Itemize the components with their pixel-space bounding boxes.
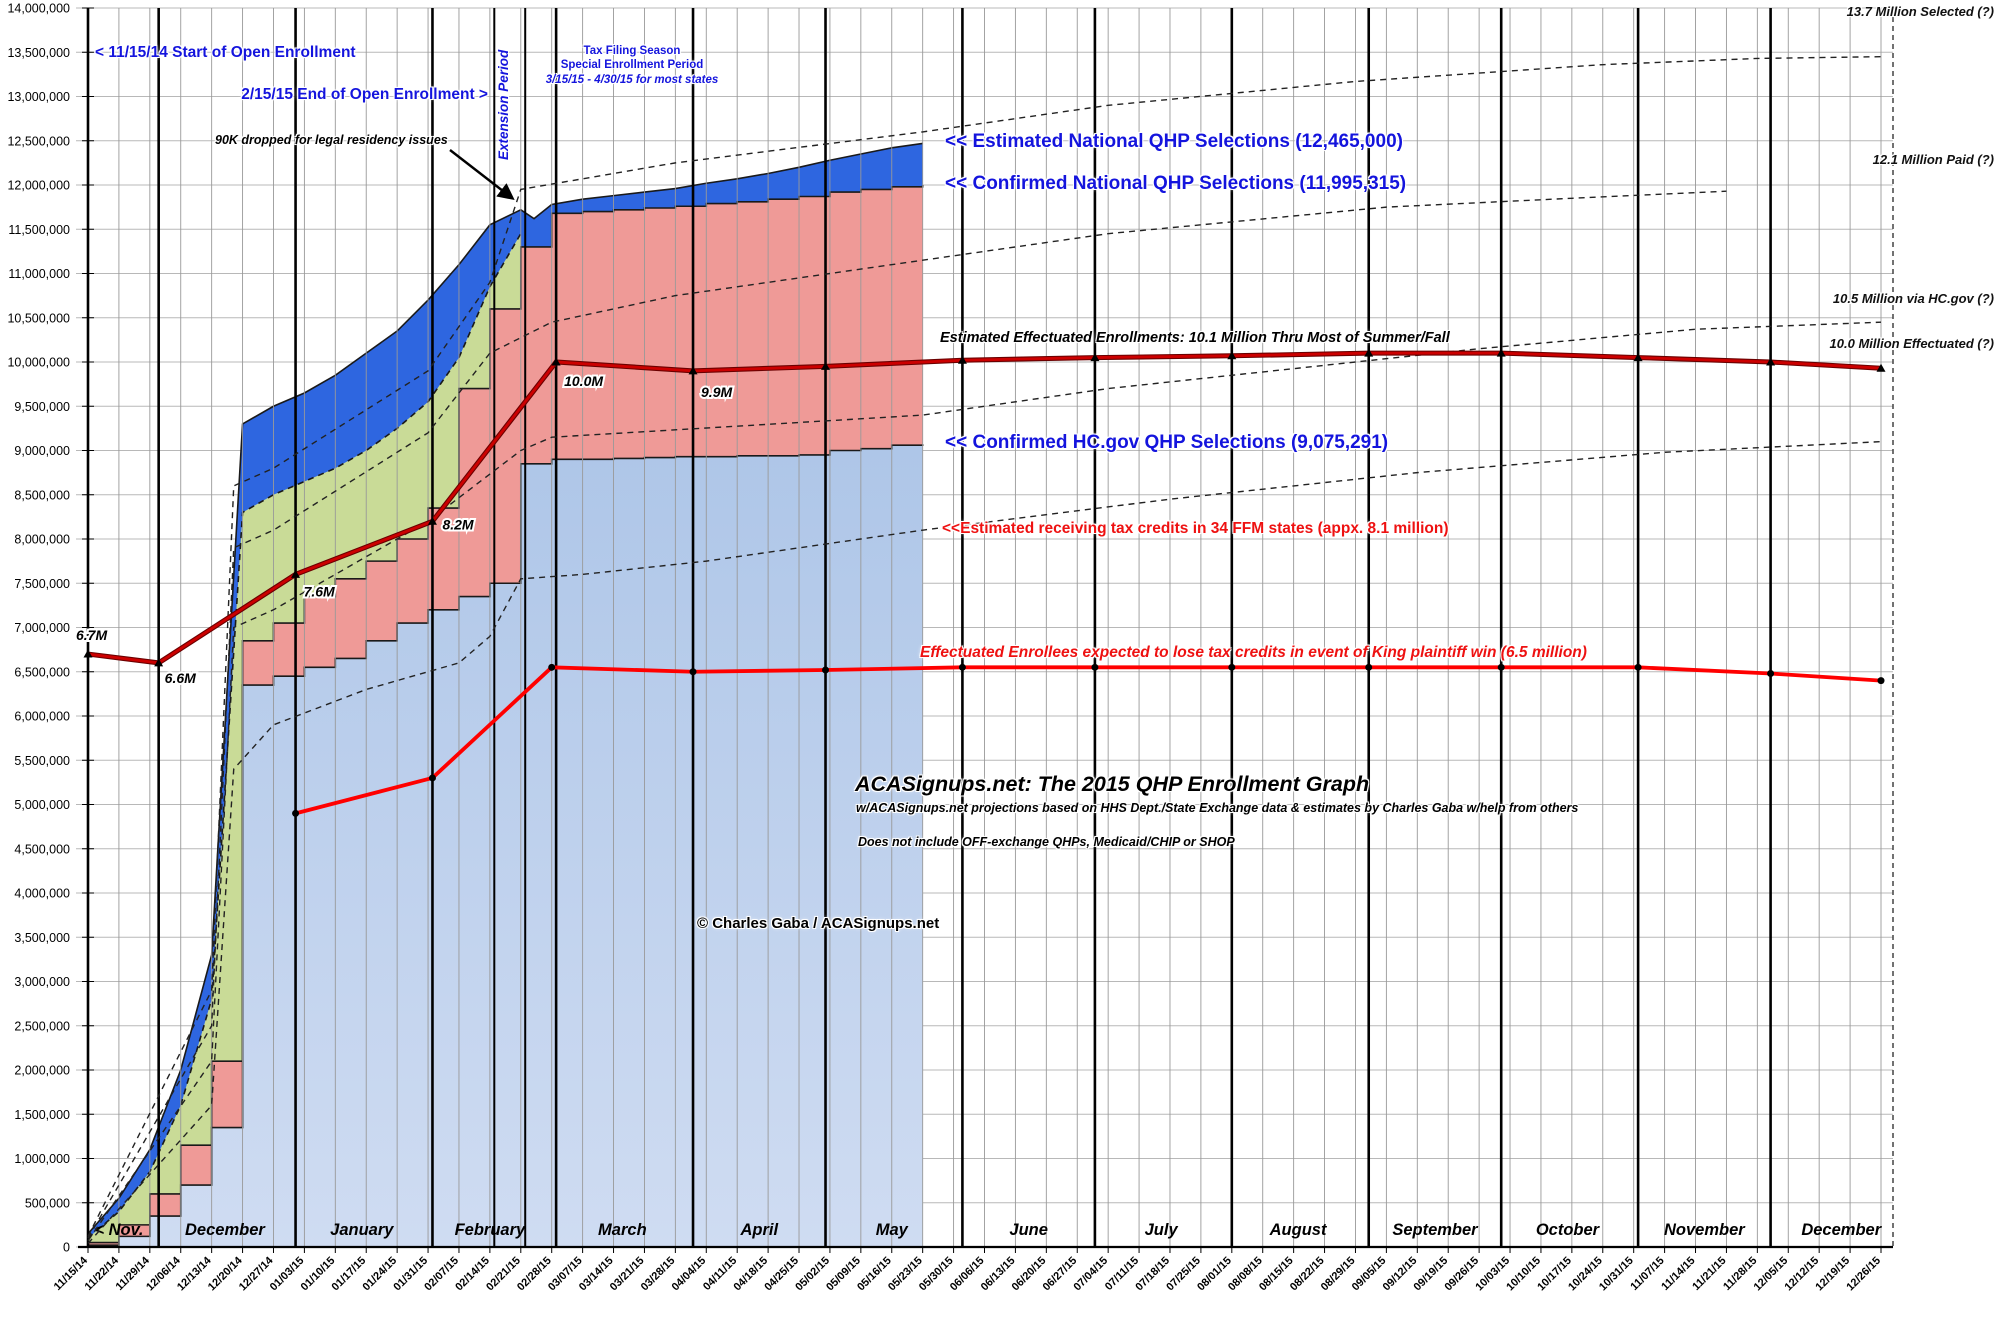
svg-text:13,000,000: 13,000,000 (7, 90, 70, 104)
svg-text:8,000,000: 8,000,000 (14, 533, 70, 547)
svg-text:October: October (1536, 1221, 1601, 1239)
svg-text:1,500,000: 1,500,000 (14, 1108, 70, 1122)
svg-text:May: May (876, 1221, 909, 1239)
svg-text:6.7M: 6.7M (76, 627, 107, 643)
svg-text:3,500,000: 3,500,000 (14, 931, 70, 945)
svg-text:8.2M: 8.2M (442, 516, 473, 532)
svg-text:12/26/15: 12/26/15 (1844, 1255, 1883, 1294)
svg-text:12,000,000: 12,000,000 (7, 179, 70, 193)
svg-text:8,500,000: 8,500,000 (14, 488, 70, 502)
svg-text:6,000,000: 6,000,000 (14, 710, 70, 724)
annotation-start-open-enrollment: < 11/15/14 Start of Open Enrollment (95, 44, 356, 61)
projection-projected-tax-credits (87, 440, 1882, 1244)
svg-text:1,000,000: 1,000,000 (14, 1152, 70, 1166)
dropped-arrow (449, 149, 515, 201)
svg-text:3,000,000: 3,000,000 (14, 975, 70, 989)
annotation-estimated-national: << Estimated National QHP Selections (12… (945, 131, 1403, 152)
line-king-plaintiff-risk (292, 663, 1885, 817)
svg-text:4,000,000: 4,000,000 (14, 887, 70, 901)
x-axis-date-labels: 11/15/1411/22/1411/29/1412/06/1412/13/14… (52, 1254, 1883, 1293)
svg-text:10,500,000: 10,500,000 (7, 311, 70, 325)
svg-text:November: November (1664, 1221, 1746, 1239)
svg-text:< Nov.: < Nov. (94, 1221, 143, 1239)
label-projected-selected: 13.7 Million Selected (?) (1846, 4, 1994, 19)
svg-text:11,500,000: 11,500,000 (8, 223, 70, 237)
svg-text:June: June (1009, 1221, 1048, 1239)
line-effectuated-enrollments: 6.7M 6.6M 7.6M 8.2M 10.0M 9.9M (74, 348, 1886, 688)
svg-text:12,500,000: 12,500,000 (7, 134, 70, 148)
svg-text:11,000,000: 11,000,000 (8, 267, 70, 281)
label-projected-paid: 12.1 Million Paid (?) (1872, 152, 1994, 167)
svg-text:6.6M: 6.6M (165, 670, 196, 686)
tax-filing-line2: Special Enrollment Period (560, 59, 704, 72)
svg-text:10.0M: 10.0M (564, 373, 603, 389)
week-gridlines (87, 8, 1882, 1247)
svg-text:500,000: 500,000 (25, 1196, 70, 1210)
svg-text:04/04/15: 04/04/15 (670, 1255, 709, 1294)
tax-filing-line3: 3/15/15 - 4/30/15 for most states (545, 73, 719, 86)
label-projected-hcgov: 10.5 Million via HC.gov (?) (1832, 291, 1994, 306)
chart-subtitle: w/ACASignups.net projections based on HH… (856, 801, 1579, 815)
svg-text:4,500,000: 4,500,000 (14, 842, 70, 856)
annotation-confirmed-national: << Confirmed National QHP Selections (11… (945, 173, 1407, 194)
annotation-tax-filing-season: Tax Filing Season Special Enrollment Per… (532, 44, 732, 87)
projection-projected-selected (87, 55, 1882, 1237)
annotation-effectuated-note: Estimated Effectuated Enrollments: 10.1 … (940, 330, 1450, 346)
svg-text:January: January (330, 1221, 394, 1239)
svg-text:13,500,000: 13,500,000 (7, 46, 70, 60)
svg-text:5,000,000: 5,000,000 (14, 798, 70, 812)
svg-text:7.6M: 7.6M (304, 583, 335, 599)
chart-copyright: © Charles Gaba / ACASignups.net (697, 915, 940, 932)
chart-title: ACASignups.net: The 2015 QHP Enrollment … (855, 772, 1370, 796)
svg-text:March: March (598, 1221, 647, 1239)
svg-text:9,000,000: 9,000,000 (14, 444, 70, 458)
svg-text:07/04/15: 07/04/15 (1072, 1255, 1111, 1294)
svg-text:10/31/15: 10/31/15 (1597, 1255, 1636, 1294)
svg-text:5,500,000: 5,500,000 (14, 754, 70, 768)
svg-text:7,500,000: 7,500,000 (14, 577, 70, 591)
svg-text:July: July (1145, 1221, 1179, 1239)
projection-projected-paid (87, 190, 1727, 1239)
label-projected-effectuated: 10.0 Million Effectuated (?) (1829, 336, 1994, 351)
annotation-end-open-enrollment: 2/15/15 End of Open Enrollment > (241, 86, 488, 103)
projection-projected-via-hcgov (87, 321, 1882, 1242)
svg-text:0: 0 (63, 1241, 70, 1255)
annotation-extension-period: Extension Period (496, 49, 511, 160)
svg-text:September: September (1392, 1221, 1479, 1239)
svg-text:December: December (185, 1221, 266, 1239)
svg-text:7,000,000: 7,000,000 (14, 621, 70, 635)
svg-text:April: April (739, 1221, 778, 1239)
tax-filing-line1: Tax Filing Season (583, 45, 681, 57)
annotation-tax-credits: <<Estimated receiving tax credits in 34 … (942, 520, 1449, 537)
svg-text:2,500,000: 2,500,000 (14, 1019, 70, 1033)
annotation-king-plaintiff: Effectuated Enrollees expected to lose t… (920, 644, 1587, 661)
axes (78, 8, 1894, 1253)
chart-note: Does not include OFF-exchange QHPs, Medi… (858, 835, 1235, 849)
svg-text:9,500,000: 9,500,000 (14, 400, 70, 414)
projection-lines (87, 55, 1882, 1244)
annotation-90k-dropped: 90K dropped for legal residency issues (215, 133, 448, 147)
month-labels: < Nov. December January February March April M… (94, 1221, 1882, 1239)
annotation-confirmed-hcgov: << Confirmed HC.gov QHP Selections (9,07… (945, 432, 1389, 453)
svg-text:14,000,000: 14,000,000 (7, 2, 70, 16)
svg-text:February: February (455, 1221, 526, 1239)
svg-text:2,000,000: 2,000,000 (14, 1064, 70, 1078)
svg-text:9.9M: 9.9M (701, 384, 732, 400)
svg-text:December: December (1801, 1221, 1882, 1239)
svg-text:August: August (1269, 1221, 1328, 1239)
svg-text:10,000,000: 10,000,000 (7, 356, 70, 370)
svg-text:6,500,000: 6,500,000 (14, 665, 70, 679)
